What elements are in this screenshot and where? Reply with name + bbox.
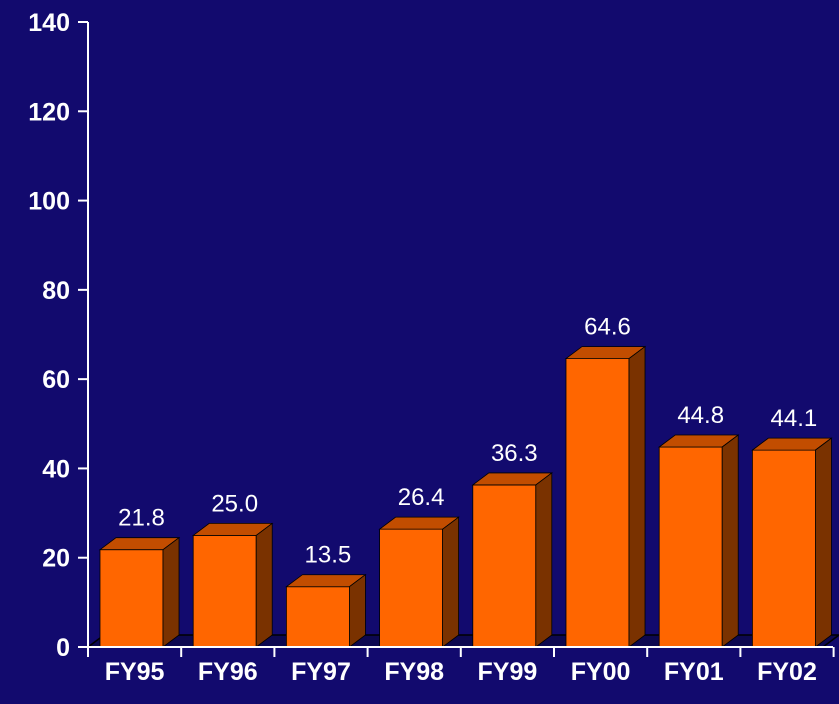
bar-value-label: 44.8 [677, 402, 724, 429]
bar-side [535, 472, 553, 648]
bar-value-label: 36.3 [491, 440, 538, 467]
bar [658, 434, 740, 648]
bar-side [255, 522, 273, 648]
bar-front [472, 484, 537, 648]
bar-front [658, 446, 723, 648]
x-category-label: FY96 [198, 658, 258, 686]
x-category-label: FY97 [291, 658, 351, 686]
bar-side [162, 536, 180, 648]
bar [751, 437, 833, 648]
y-tick-label: 60 [42, 366, 70, 394]
bar-front [752, 449, 816, 648]
bar [285, 573, 367, 648]
y-tick-label: 0 [56, 634, 70, 662]
bar [98, 536, 181, 648]
bar-front [565, 358, 630, 648]
y-tick-label: 80 [42, 277, 70, 305]
bar-value-label: 26.4 [398, 484, 445, 511]
bar-value-label: 21.8 [118, 505, 165, 532]
x-category-label: FY99 [478, 658, 538, 686]
bar-value-label: 64.6 [584, 314, 631, 341]
x-category-label: FY02 [757, 658, 817, 686]
bar-value-label: 13.5 [305, 542, 352, 569]
bar-side [721, 434, 739, 648]
x-category-label: FY01 [664, 658, 724, 686]
bar [564, 345, 647, 648]
bar-front [379, 528, 444, 648]
x-category-label: FY98 [384, 658, 444, 686]
y-tick-label: 100 [28, 188, 70, 216]
bar-side [628, 345, 646, 648]
bar [191, 522, 274, 648]
y-tick-label: 20 [42, 545, 70, 573]
labels: 0 20 40 60 80 100 120 140 21.8 FY95 25.0 FY96 13.5 FY… [28, 9, 817, 686]
bar [378, 516, 460, 648]
bar-side [442, 516, 460, 648]
bar-front [192, 534, 257, 648]
bar [471, 472, 553, 648]
y-tick-label: 120 [28, 98, 70, 126]
y-tick-label: 40 [42, 455, 70, 483]
bar-front [285, 586, 350, 648]
bars [98, 345, 833, 648]
x-category-label: FY95 [105, 658, 165, 686]
bar-value-label: 25.0 [211, 490, 258, 517]
y-tick-label: 140 [28, 9, 70, 37]
bar-side [815, 437, 832, 648]
axes [78, 21, 835, 657]
bar-value-label: 44.1 [771, 405, 818, 432]
x-category-label: FY00 [571, 658, 631, 686]
bar-side [348, 573, 366, 648]
bar-front [99, 549, 164, 648]
